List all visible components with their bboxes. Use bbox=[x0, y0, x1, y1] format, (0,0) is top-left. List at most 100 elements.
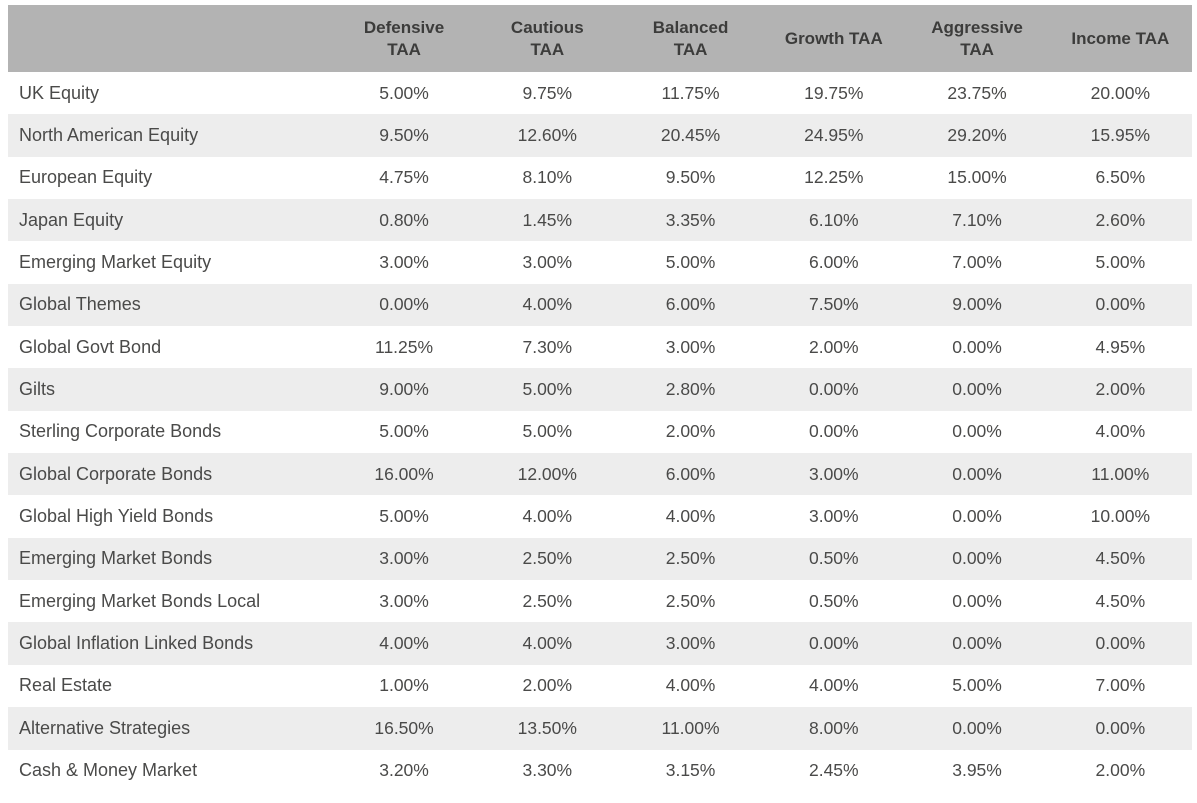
value-cell: 3.00% bbox=[665, 336, 716, 357]
value-cell: 20.00% bbox=[1090, 82, 1151, 103]
value-cell: 3.95% bbox=[952, 760, 1002, 781]
value-cell: 0.00% bbox=[808, 421, 859, 442]
column-header-growth: Growth TAA bbox=[762, 5, 906, 72]
value-cell: 12.25% bbox=[804, 167, 864, 188]
value-cell: 3.00% bbox=[379, 252, 429, 273]
column-header-line: Income TAA bbox=[1071, 28, 1170, 48]
value-cell: 4.50% bbox=[1095, 548, 1146, 569]
table-row: Real Estate 1.00% 2.00% 4.00% 4.00% 5.00% 7.00… bbox=[8, 665, 1192, 707]
value-cell: 7.00% bbox=[952, 252, 1002, 273]
row-label: Gilts bbox=[19, 379, 55, 400]
row-label: Sterling Corporate Bonds bbox=[19, 421, 222, 442]
value-cell: 11.00% bbox=[1091, 463, 1150, 484]
value-cell: 2.80% bbox=[665, 379, 716, 400]
value-cell: 2.00% bbox=[665, 421, 716, 442]
table-row: Emerging Market Equity 3.00% 3.00% 5.00% 6.0… bbox=[8, 241, 1192, 283]
value-cell: 0.00% bbox=[952, 379, 1002, 400]
value-cell: 2.50% bbox=[665, 590, 716, 611]
column-header-balanced: Balanced TAA bbox=[618, 5, 763, 72]
value-cell: 5.00% bbox=[379, 421, 429, 442]
value-cell: 0.50% bbox=[808, 548, 859, 569]
value-cell: 0.00% bbox=[808, 633, 859, 654]
header-row: Defensive TAA Cautious TAA Balanced TAA … bbox=[8, 5, 1192, 72]
table-row: Sterling Corporate Bonds 5.00% 5.00% 2.00% 0… bbox=[8, 411, 1192, 453]
value-cell: 13.50% bbox=[517, 717, 577, 738]
value-cell: 0.00% bbox=[808, 379, 859, 400]
table-row: Gilts 9.00% 5.00% 2.80% 0.00% 0.00% 2.00% bbox=[8, 368, 1192, 411]
value-cell: 0.00% bbox=[379, 294, 429, 315]
value-cell: 5.00% bbox=[522, 379, 573, 400]
value-cell: 4.00% bbox=[522, 294, 573, 315]
table-row: Global Govt Bond 11.25% 7.30% 3.00% 2.00% 0.0… bbox=[8, 326, 1192, 368]
value-cell: 12.60% bbox=[517, 125, 577, 146]
row-label: Global Corporate Bonds bbox=[19, 463, 213, 484]
value-cell: 2.00% bbox=[808, 336, 859, 357]
value-cell: 3.35% bbox=[665, 209, 716, 230]
value-cell: 16.00% bbox=[374, 463, 434, 484]
value-cell: 3.30% bbox=[522, 760, 573, 781]
value-cell: 6.10% bbox=[808, 209, 859, 230]
column-header-defensive: Defensive TAA bbox=[332, 5, 476, 72]
table-header: Defensive TAA Cautious TAA Balanced TAA … bbox=[8, 5, 1192, 72]
corner-cell bbox=[8, 5, 333, 72]
value-cell: 9.00% bbox=[952, 294, 1002, 315]
column-header-line: TAA bbox=[530, 39, 565, 59]
value-cell: 3.00% bbox=[808, 506, 859, 527]
value-cell: 1.45% bbox=[522, 209, 573, 230]
value-cell: 2.00% bbox=[1095, 760, 1146, 781]
column-header-line: TAA bbox=[673, 39, 708, 59]
value-cell: 0.00% bbox=[1095, 633, 1146, 654]
value-cell: 6.00% bbox=[808, 252, 859, 273]
value-cell: 23.75% bbox=[947, 82, 1007, 103]
row-label: Cash & Money Market bbox=[19, 760, 198, 781]
column-header-cautious: Cautious TAA bbox=[475, 5, 619, 72]
value-cell: 2.50% bbox=[522, 590, 573, 611]
value-cell: 4.00% bbox=[1095, 421, 1146, 442]
value-cell: 6.50% bbox=[1095, 167, 1146, 188]
value-cell: 0.00% bbox=[952, 633, 1002, 654]
value-cell: 4.50% bbox=[1095, 590, 1146, 611]
value-cell: 0.80% bbox=[379, 209, 429, 230]
value-cell: 3.00% bbox=[665, 633, 716, 654]
value-cell: 4.75% bbox=[379, 167, 429, 188]
value-cell: 5.00% bbox=[379, 82, 429, 103]
value-cell: 5.00% bbox=[952, 675, 1002, 696]
value-cell: 7.50% bbox=[808, 294, 859, 315]
row-label: Japan Equity bbox=[19, 209, 124, 230]
table-row: Global Inflation Linked Bonds 4.00% 4.00% 3… bbox=[8, 622, 1192, 665]
value-cell: 7.00% bbox=[1095, 675, 1146, 696]
row-label: European Equity bbox=[19, 167, 153, 188]
row-label: Global Themes bbox=[19, 294, 141, 315]
table-row: European Equity 4.75% 8.10% 9.50% 12.25% 15.0… bbox=[8, 157, 1192, 199]
value-cell: 4.95% bbox=[1095, 336, 1146, 357]
column-header-line: Balanced bbox=[652, 17, 729, 37]
value-cell: 0.00% bbox=[1095, 294, 1146, 315]
value-cell: 4.00% bbox=[522, 506, 573, 527]
value-cell: 5.00% bbox=[522, 421, 573, 442]
row-label: Global High Yield Bonds bbox=[19, 506, 214, 527]
value-cell: 8.10% bbox=[522, 167, 573, 188]
table-body: UK Equity 5.00% 9.75% 11.75% 19.75% 23.75% 20.… bbox=[8, 72, 1192, 792]
value-cell: 5.00% bbox=[1095, 252, 1146, 273]
value-cell: 2.00% bbox=[522, 675, 573, 696]
table-row: Global High Yield Bonds 5.00% 4.00% 4.00% 3.… bbox=[8, 495, 1192, 537]
value-cell: 3.00% bbox=[808, 463, 859, 484]
value-cell: 8.00% bbox=[808, 717, 859, 738]
table-row: Cash & Money Market 3.20% 3.30% 3.15% 2.45% 3… bbox=[8, 750, 1192, 792]
value-cell: 15.00% bbox=[947, 167, 1007, 188]
column-header-line: TAA bbox=[387, 39, 421, 59]
value-cell: 0.00% bbox=[952, 421, 1002, 442]
row-label: Emerging Market Bonds bbox=[19, 548, 213, 569]
value-cell: 0.50% bbox=[808, 590, 859, 611]
column-header-income: Income TAA bbox=[1048, 5, 1192, 72]
row-label: Global Govt Bond bbox=[19, 336, 162, 357]
value-cell: 2.50% bbox=[522, 548, 573, 569]
value-cell: 12.00% bbox=[517, 463, 577, 484]
value-cell: 4.00% bbox=[379, 633, 429, 654]
value-cell: 3.20% bbox=[379, 760, 429, 781]
value-cell: 6.00% bbox=[665, 463, 716, 484]
value-cell: 7.10% bbox=[952, 209, 1002, 230]
value-cell: 1.00% bbox=[379, 675, 429, 696]
column-header-line: TAA bbox=[960, 39, 994, 59]
value-cell: 15.95% bbox=[1090, 125, 1151, 146]
